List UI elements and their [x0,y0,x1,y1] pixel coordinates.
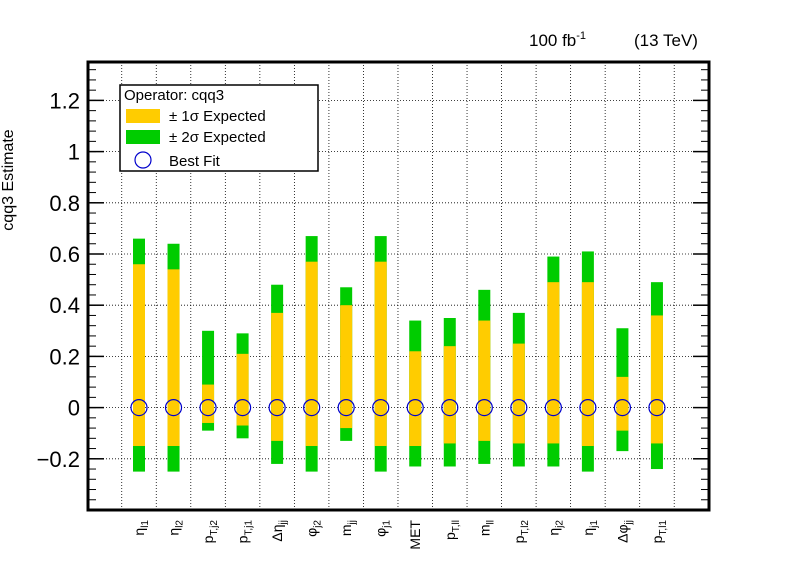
best-fit-marker [441,399,459,417]
best-fit-marker [268,399,286,417]
x-category-label: ηj1 [580,520,600,536]
sigma1-band [167,269,180,446]
category-labels: ηl1 ηl2 pT,j2 pT,j1 Δηjj φj2 mjj φj1 MET pT,ll mll… [131,520,669,550]
x-category-label: pT,l1 [649,520,669,544]
sigma1-band [305,261,318,446]
best-fit-marker [199,399,217,417]
sigma1-band [443,346,456,444]
sigma1-band [616,376,629,431]
sigma1-band [650,315,663,444]
energy-label: (13 TeV) [634,31,698,50]
best-fit-marker [303,399,321,417]
best-fit-marker [579,399,597,417]
x-category-label: mll [476,520,496,536]
x-category-label: mjj [338,520,358,536]
legend-bestfit-label: Best Fit [169,153,221,170]
x-category-label: Δηjj [269,520,289,542]
y-tick-label: 0.8 [49,191,80,216]
sigma1-band [512,343,525,444]
sigma1-band [374,261,387,446]
x-category-label: ηl2 [166,520,186,536]
sigma1-band [133,264,145,446]
y-tick-label: 1 [68,140,80,165]
best-fit-marker [406,399,424,417]
best-fit-marker [475,399,493,417]
best-fit-marker [613,399,632,417]
x-category-label: pT,j1 [235,520,255,544]
sigma1-band [547,282,560,444]
x-category-label: ηj2 [545,520,565,536]
best-fit-marker [130,399,148,417]
x-category-label: ηl1 [131,520,151,536]
legend-sigma2-swatch [126,130,160,144]
sigma1-band [340,305,353,429]
best-fit-marker [372,399,390,417]
legend-sigma2-label: ± 2σ Expected [169,129,266,146]
legend-box [119,84,319,172]
x-category-label: pT,j2 [200,520,220,544]
legend-title: Operator: cqq3 [124,87,224,104]
sigma1-band [271,312,284,441]
bars-layer [130,236,666,472]
y-tick-label: 0.6 [49,242,80,267]
x-category-label: pT,l2 [511,520,531,544]
y-axis-title: cqq3 Estimate [0,129,17,230]
best-fit-marker [233,399,252,417]
y-tick-label: 0.2 [49,344,80,369]
best-fit-marker [648,399,666,417]
best-fit-marker [164,399,183,417]
sigma1-band [581,282,594,446]
x-category-label: pT,ll [442,520,462,540]
legend-bestfit-marker [134,151,152,169]
x-category-label: φj2 [304,520,324,537]
axis-layer: −0.2 0 0.2 0.4 0.6 0.8 1 1.2 [37,69,709,501]
legend-sigma1-label: ± 1σ Expected [169,108,266,125]
x-category-label: Δφjj [614,520,634,543]
sigma1-band [409,351,422,446]
y-tick-label: 1.2 [49,88,80,113]
sigma1-band [236,353,249,426]
x-category-label: φj1 [373,520,393,537]
best-fit-marker [337,399,355,417]
plot-frame [86,60,711,512]
y-tick-label: 0.4 [49,293,80,318]
y-tick-label: 0 [68,396,80,421]
sigma1-band [478,320,491,441]
lumi-label: 100 fb-1 [529,30,586,50]
y-tick-label: −0.2 [37,447,80,472]
legend: Operator: cqq3 ± 1σ Expected ± 2σ Expect… [119,84,319,172]
x-category-label: MET [407,520,423,550]
best-fit-marker [544,399,562,417]
legend-sigma1-swatch [126,109,160,123]
best-fit-marker [510,399,528,417]
sigma1-band [202,384,215,423]
